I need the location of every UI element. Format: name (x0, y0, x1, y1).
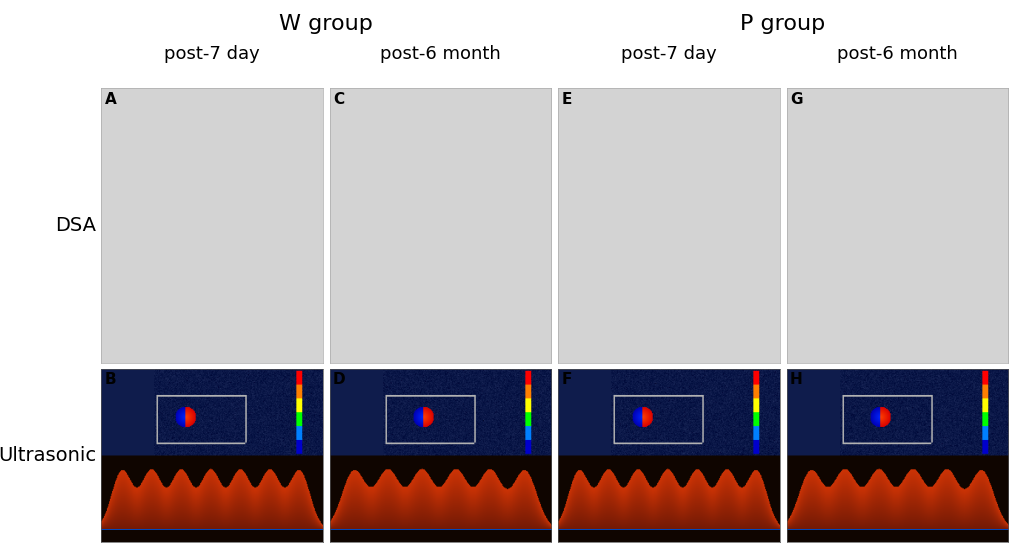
Text: P group: P group (741, 14, 826, 34)
Text: E: E (561, 92, 572, 107)
Text: W group: W group (280, 14, 373, 34)
Text: C: C (333, 92, 344, 107)
Text: B: B (104, 372, 116, 387)
Text: post-7 day: post-7 day (621, 45, 717, 63)
Text: post-7 day: post-7 day (164, 45, 260, 63)
Text: H: H (790, 372, 802, 387)
Text: Ultrasonic: Ultrasonic (0, 446, 96, 465)
Text: post-6 month: post-6 month (380, 45, 500, 63)
Text: G: G (790, 92, 802, 107)
Text: DSA: DSA (56, 216, 96, 235)
Text: A: A (104, 92, 116, 107)
Text: F: F (561, 372, 572, 387)
Text: post-6 month: post-6 month (837, 45, 957, 63)
Text: D: D (333, 372, 345, 387)
